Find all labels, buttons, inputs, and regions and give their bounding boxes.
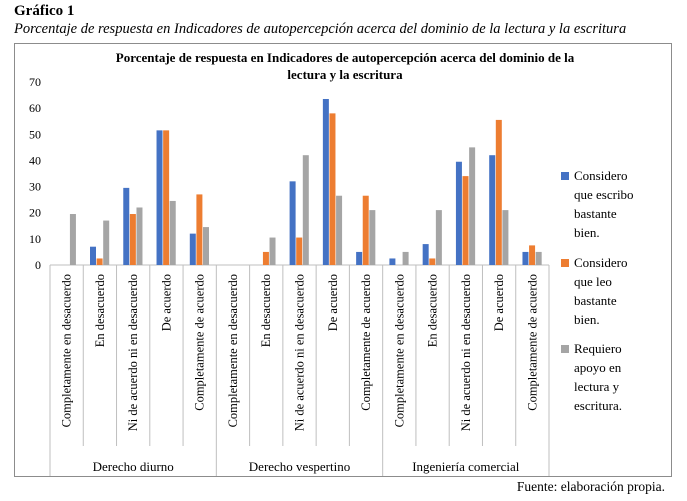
bar [362, 195, 369, 265]
bar [189, 233, 196, 265]
bar [123, 187, 130, 265]
group-label: Derecho diurno [93, 459, 174, 474]
x-category-label: En desacuerdo [426, 274, 440, 347]
legend-entry: Requiero apoyo en lectura y escritura. [574, 341, 622, 413]
group-label: Ingeniería comercial [412, 459, 520, 474]
bar [269, 237, 276, 265]
y-tick-label: 40 [29, 153, 41, 167]
bar [69, 214, 76, 265]
bar [136, 207, 143, 265]
y-tick-label: 50 [29, 127, 41, 141]
bar [502, 210, 509, 265]
bar [169, 200, 176, 265]
figure-caption: Porcentaje de respuesta en Indicadores d… [14, 21, 627, 37]
x-category-label: Completamente en desacuerdo [392, 274, 406, 427]
x-category-label: Completamente de acuerdo [525, 274, 539, 411]
x-category-label: Ni de acuerdo ni en desacuerdo [293, 274, 307, 431]
bar [336, 195, 343, 265]
bar [522, 251, 529, 265]
legend-entry: Considero que leo bastante bien. [574, 255, 627, 327]
bar [302, 155, 309, 265]
bar [535, 251, 542, 265]
figure-label: Gráfico 1 [14, 3, 75, 19]
bar [156, 130, 163, 265]
y-tick-label: 60 [29, 101, 41, 115]
bar [435, 210, 442, 265]
x-category-label: En desacuerdo [93, 274, 107, 347]
legend-swatch [561, 172, 569, 180]
bar [90, 246, 96, 265]
x-category-label: Ni de acuerdo ni en desacuerdo [459, 274, 473, 431]
bar [489, 155, 496, 265]
source-note: Fuente: elaboración propia. [516, 479, 665, 494]
x-category-label: Completamente en desacuerdo [226, 274, 240, 427]
y-tick-label: 70 [29, 75, 41, 89]
x-category-label: Completamente de acuerdo [193, 274, 207, 411]
bar [469, 147, 476, 265]
x-category-label: Completamente en desacuerdo [60, 274, 74, 427]
bar [203, 227, 209, 265]
bar [163, 130, 170, 265]
x-category-label: En desacuerdo [259, 274, 273, 347]
bar [322, 98, 329, 266]
bar [329, 113, 336, 266]
bar [296, 237, 303, 265]
bar [262, 251, 269, 265]
bar [462, 176, 469, 265]
figure-header: Gráfico 1 Porcentaje de respuesta en Ind… [14, 2, 684, 38]
legend-swatch [561, 345, 569, 353]
x-category-label: Completamente de acuerdo [359, 274, 373, 411]
bar [389, 258, 396, 265]
bar [529, 245, 536, 265]
x-category-label: De acuerdo [159, 274, 173, 331]
bar [402, 251, 409, 265]
legend-entry: Considero que escribo bastante bien. [574, 168, 634, 240]
bar [495, 119, 502, 265]
bar [429, 258, 436, 265]
bar [422, 244, 429, 265]
chart-frame [14, 43, 672, 477]
y-tick-label: 20 [29, 206, 41, 220]
chart-title-line-2: lectura y la escritura [287, 67, 403, 82]
x-category-label: De acuerdo [492, 274, 506, 331]
y-tick-label: 30 [29, 180, 41, 194]
bar [129, 214, 136, 265]
bar [356, 251, 363, 265]
bar [289, 181, 296, 265]
bar [196, 194, 203, 265]
bar [369, 210, 376, 265]
legend-swatch [561, 259, 569, 267]
x-category-label: De acuerdo [326, 274, 340, 331]
chart-title-line-1: Porcentaje de respuesta en Indicadores d… [116, 50, 575, 65]
y-tick-label: 0 [35, 258, 41, 272]
group-label: Derecho vespertino [249, 459, 350, 474]
x-category-label: Ni de acuerdo ni en desacuerdo [126, 274, 140, 431]
bar [96, 258, 103, 265]
y-tick-label: 10 [29, 232, 41, 246]
bar [103, 220, 110, 265]
bar [455, 161, 462, 265]
